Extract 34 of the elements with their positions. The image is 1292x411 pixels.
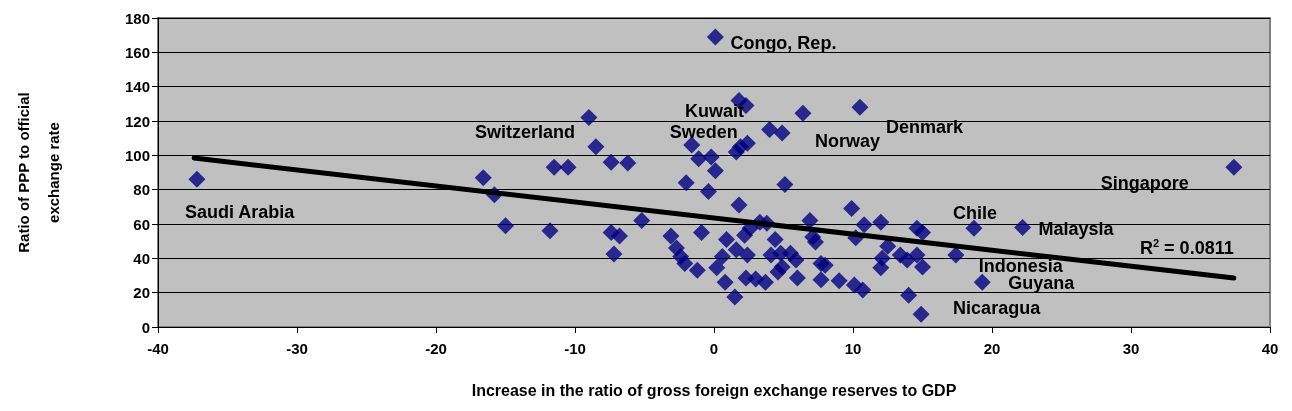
x-tick-label: 30 xyxy=(1122,340,1140,357)
x-axis-title: Increase in the ratio of gross foreign exchange reserves to GDP xyxy=(471,381,957,399)
annotation: Congo, Rep. xyxy=(730,32,837,53)
y-tick-label: 140 xyxy=(124,78,150,96)
y-tick-label: 180 xyxy=(124,9,150,27)
annotation: Malaysia xyxy=(1038,219,1115,240)
x-tick-label: -30 xyxy=(286,340,308,357)
annotation: Kuwait xyxy=(685,101,745,122)
y-tick-label: 20 xyxy=(133,284,150,302)
annotation: Switzerland xyxy=(474,121,575,142)
x-tick-label: 0 xyxy=(709,340,719,357)
annotation: Saudi Arabia xyxy=(184,202,296,223)
y-tick-label: 80 xyxy=(133,181,150,199)
annotation: Sweden xyxy=(669,122,738,143)
y-tick-label: 120 xyxy=(124,112,150,130)
annotation: Singapore xyxy=(1100,173,1189,194)
x-tick-label: -10 xyxy=(564,340,586,357)
annotation: Nicaragua xyxy=(953,298,1042,319)
annotation: Chile xyxy=(952,203,997,224)
annotation: Indonesia xyxy=(978,255,1064,276)
x-tick-label: 10 xyxy=(844,340,862,357)
y-tick-label: 0 xyxy=(141,318,150,336)
annotation: Denmark xyxy=(885,117,964,138)
annotation: Guyana xyxy=(1008,273,1076,294)
x-tick-label: 40 xyxy=(1261,340,1279,357)
y-tick-label: 60 xyxy=(133,215,150,233)
annotation: Norway xyxy=(814,131,880,152)
y-tick-label: 40 xyxy=(133,249,150,267)
y-tick-label: 160 xyxy=(124,43,150,61)
y-axis-title: Ratio of PPP to official exchange rate xyxy=(14,92,62,253)
y-tick-label: 100 xyxy=(124,146,150,164)
x-tick-label: 20 xyxy=(983,340,1001,357)
x-tick-label: -40 xyxy=(147,340,169,357)
x-tick-label: -20 xyxy=(425,340,447,357)
